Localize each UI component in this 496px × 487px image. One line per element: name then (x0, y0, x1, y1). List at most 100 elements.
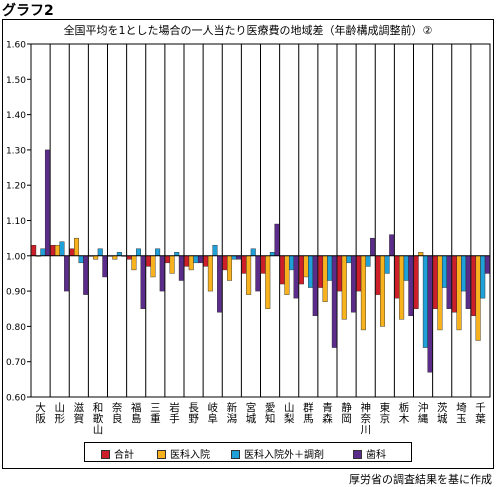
bar-医科入院 (341, 255, 347, 320)
bar-合計 (451, 255, 457, 313)
bar-合計 (69, 248, 75, 257)
legend-item-3: 歯科 (353, 446, 386, 461)
bar-医科入院外＋調剤 (384, 255, 390, 274)
bar-歯科 (44, 149, 50, 256)
bar-合計 (165, 255, 171, 264)
legend-label: 合計 (114, 450, 134, 461)
bar-医科入院 (322, 255, 328, 302)
bar-歯科 (446, 255, 452, 309)
bar-医科入院外＋調剤 (174, 252, 180, 257)
x-tick-label: 宮城 (246, 401, 257, 425)
bar-合計 (279, 255, 285, 285)
bar-歯科 (350, 255, 356, 313)
x-tick-label: 岩手 (169, 401, 180, 425)
bar-合計 (241, 255, 247, 274)
bar-歯科 (140, 255, 146, 309)
bar-合計 (126, 255, 132, 260)
bar-医科入院外＋調剤 (422, 255, 428, 348)
bar-歯科 (293, 255, 299, 299)
x-tick-label: 愛知 (265, 401, 276, 425)
y-tick-label: 1.10 (6, 217, 26, 227)
x-tick-label: 大阪 (35, 401, 46, 425)
bar-医科入院 (227, 255, 233, 281)
bar-合計 (50, 245, 56, 257)
bar-歯科 (236, 255, 242, 260)
bar-合計 (375, 255, 381, 295)
legend-swatch (231, 449, 240, 459)
bar-医科入院外＋調剤 (116, 252, 122, 257)
x-tick-label: 長野 (188, 402, 199, 425)
bar-合計 (184, 255, 190, 267)
x-tick-label: 茨城 (437, 401, 448, 425)
bar-合計 (471, 255, 477, 317)
y-axis: 0.60 0.70 0.80 0.90 1.00 1.10 1.20 1.30 1.40 1.50… (6, 41, 31, 404)
bar-歯科 (370, 237, 376, 256)
bar-医科入院 (399, 255, 405, 320)
legend-label: 歯科 (366, 450, 386, 461)
bar-歯科 (255, 255, 261, 292)
bar-医科入院 (112, 255, 118, 260)
x-axis-labels: 大阪山形滋賀和歌山奈良福島三重岩手長野岐阜新潟宮城愛知山梨群馬青森静岡神奈川東京… (35, 401, 486, 436)
bars (31, 149, 490, 373)
bar-医科入院外＋調剤 (59, 241, 65, 256)
bar-医科入院外＋調剤 (155, 248, 161, 257)
y-tick-label: 0.70 (6, 358, 26, 368)
bar-医科入院外＋調剤 (346, 255, 352, 264)
x-tick-label: 群馬 (303, 401, 314, 425)
bar-医科入院外＋調剤 (461, 255, 467, 292)
source-note: 厚労省の調査結果を基に作成 (349, 473, 492, 486)
y-tick-label: 0.90 (6, 288, 26, 298)
y-tick-label: 1.30 (6, 146, 26, 156)
legend: 合計 医科入院 医科入院外＋調剤 歯科 (84, 442, 412, 462)
bar-医科入院外＋調剤 (480, 255, 486, 299)
bar-歯科 (408, 255, 414, 317)
bar-医科入院 (54, 245, 60, 257)
x-tick-label: 和歌山 (93, 402, 104, 436)
legend-item-1: 医科入院 (157, 446, 210, 461)
x-tick-label: 山梨 (284, 402, 295, 425)
bar-合計 (31, 245, 37, 257)
x-tick-label: 埼玉 (456, 401, 467, 425)
x-tick-label: 東京 (380, 401, 391, 425)
bar-歯科 (64, 255, 70, 292)
bar-医科入院外＋調剤 (269, 252, 275, 257)
bar-医科入院 (246, 255, 252, 295)
bar-歯科 (484, 255, 490, 274)
bar-医科入院 (207, 255, 213, 292)
legend-item-0: 合計 (101, 446, 134, 461)
chart-title: 全国平均を1とした場合の一人当たり医療費の地域差（年齢構成調整前）② (63, 24, 433, 37)
bar-医科入院外＋調剤 (193, 255, 199, 264)
bar-歯科 (83, 255, 89, 295)
bar-合計 (356, 255, 362, 292)
x-tick-label: 三重 (150, 402, 161, 425)
y-tick-label: 1.60 (6, 41, 26, 51)
bar-歯科 (217, 255, 223, 313)
bar-合計 (145, 255, 151, 267)
bar-医科入院外＋調剤 (78, 255, 84, 264)
bar-合計 (318, 255, 324, 288)
bar-医科入院 (265, 255, 271, 309)
bar-歯科 (178, 255, 184, 281)
bar-医科入院 (475, 255, 481, 341)
bar-医科入院外＋調剤 (403, 255, 409, 281)
bar-歯科 (159, 255, 165, 292)
bar-歯科 (102, 255, 108, 278)
bar-医科入院 (188, 255, 194, 271)
legend-swatch (101, 449, 110, 459)
bar-医科入院 (93, 255, 99, 260)
x-tick-label: 奈良 (112, 401, 123, 425)
bar-合計 (298, 255, 304, 285)
category-dividers (49, 44, 472, 397)
bar-合計 (203, 255, 209, 267)
bar-医科入院 (131, 255, 137, 271)
x-tick-label: 栃木 (399, 401, 410, 425)
bar-医科入院外＋調剤 (135, 248, 141, 257)
x-tick-label: 福島 (131, 401, 142, 425)
bar-歯科 (331, 255, 337, 348)
bar-合計 (260, 255, 266, 274)
bar-医科入院 (437, 255, 443, 331)
x-tick-label: 神奈川 (360, 401, 371, 436)
bar-医科入院外＋調剤 (40, 248, 46, 257)
x-tick-label: 滋賀 (74, 401, 85, 425)
